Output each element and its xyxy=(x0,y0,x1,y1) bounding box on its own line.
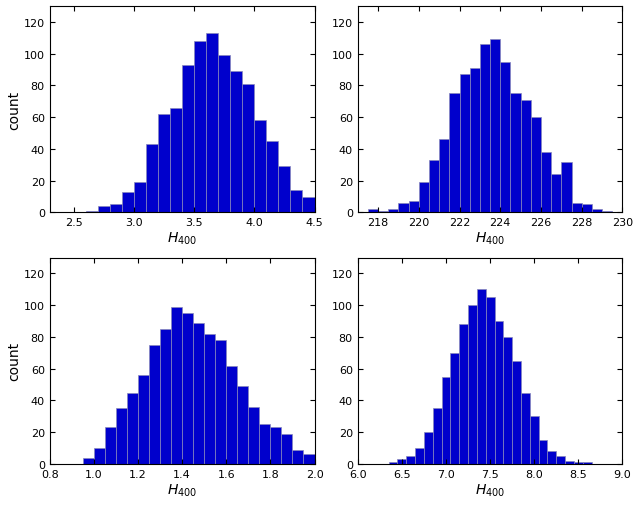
Bar xyxy=(314,208,326,213)
Bar xyxy=(226,366,237,464)
Bar xyxy=(415,448,424,464)
Bar xyxy=(134,183,146,213)
Bar xyxy=(378,212,388,213)
Bar xyxy=(237,386,248,464)
Bar xyxy=(254,121,266,213)
Bar xyxy=(388,210,399,213)
Bar xyxy=(521,100,531,213)
Bar xyxy=(339,208,351,213)
Bar xyxy=(530,417,539,464)
Bar xyxy=(303,197,314,213)
Bar xyxy=(218,56,230,213)
Bar xyxy=(194,42,206,213)
Bar xyxy=(460,325,468,464)
Bar xyxy=(551,175,561,213)
Bar xyxy=(602,212,612,213)
Bar xyxy=(451,353,460,464)
Bar xyxy=(429,161,439,213)
Bar xyxy=(122,192,134,213)
Bar xyxy=(160,329,171,464)
Bar xyxy=(572,204,582,213)
Bar xyxy=(149,345,160,464)
Bar xyxy=(86,212,98,213)
Bar xyxy=(449,94,460,213)
Bar xyxy=(399,204,408,213)
Bar xyxy=(170,109,182,213)
Bar xyxy=(565,461,574,464)
Bar xyxy=(314,460,326,464)
Bar xyxy=(248,407,259,464)
Bar xyxy=(259,425,270,464)
Bar xyxy=(182,314,193,464)
Bar xyxy=(326,463,337,464)
Bar xyxy=(490,40,500,213)
Bar xyxy=(303,454,314,464)
Bar xyxy=(368,210,378,213)
X-axis label: $H_{400}$: $H_{400}$ xyxy=(167,482,197,498)
Bar xyxy=(266,142,278,213)
Bar xyxy=(243,85,254,213)
Bar xyxy=(583,463,591,464)
Bar xyxy=(468,306,477,464)
Bar xyxy=(547,451,556,464)
X-axis label: $H_{400}$: $H_{400}$ xyxy=(475,482,505,498)
Bar xyxy=(98,207,110,213)
Bar xyxy=(291,191,303,213)
Bar xyxy=(539,440,547,464)
Bar xyxy=(500,63,511,213)
Bar xyxy=(215,340,226,464)
Bar xyxy=(477,290,486,464)
Bar xyxy=(561,162,572,213)
Bar xyxy=(138,375,149,464)
Bar xyxy=(480,45,490,213)
Bar xyxy=(282,434,292,464)
Bar xyxy=(408,202,419,213)
Bar xyxy=(486,297,495,464)
Bar xyxy=(326,207,339,213)
Y-axis label: count: count xyxy=(7,341,21,381)
Y-axis label: count: count xyxy=(7,90,21,129)
Bar xyxy=(206,34,218,213)
Bar xyxy=(592,210,602,213)
Bar xyxy=(556,456,565,464)
Bar xyxy=(574,463,583,464)
Bar xyxy=(158,115,170,213)
Bar xyxy=(406,456,415,464)
Bar xyxy=(531,118,541,213)
Bar xyxy=(424,432,433,464)
Bar xyxy=(171,307,182,464)
Bar xyxy=(511,94,521,213)
Bar xyxy=(270,428,282,464)
Bar xyxy=(512,361,521,464)
Bar xyxy=(503,337,512,464)
Bar xyxy=(541,153,551,213)
Bar xyxy=(460,75,470,213)
Bar xyxy=(397,460,406,464)
Bar xyxy=(278,167,291,213)
Bar xyxy=(439,140,449,213)
X-axis label: $H_{400}$: $H_{400}$ xyxy=(167,231,197,247)
Bar xyxy=(83,458,94,464)
Bar xyxy=(495,322,503,464)
Bar xyxy=(521,393,530,464)
Bar xyxy=(182,66,194,213)
Bar xyxy=(204,334,215,464)
X-axis label: $H_{400}$: $H_{400}$ xyxy=(475,231,505,247)
Bar xyxy=(470,69,480,213)
Bar xyxy=(127,393,138,464)
Bar xyxy=(419,183,429,213)
Bar xyxy=(292,450,303,464)
Bar xyxy=(94,448,105,464)
Bar xyxy=(193,323,204,464)
Bar xyxy=(105,428,116,464)
Bar xyxy=(116,409,127,464)
Bar xyxy=(433,409,442,464)
Bar xyxy=(582,205,592,213)
Bar xyxy=(230,72,243,213)
Bar xyxy=(442,377,451,464)
Bar xyxy=(146,145,158,213)
Bar xyxy=(110,205,122,213)
Bar xyxy=(388,463,397,464)
